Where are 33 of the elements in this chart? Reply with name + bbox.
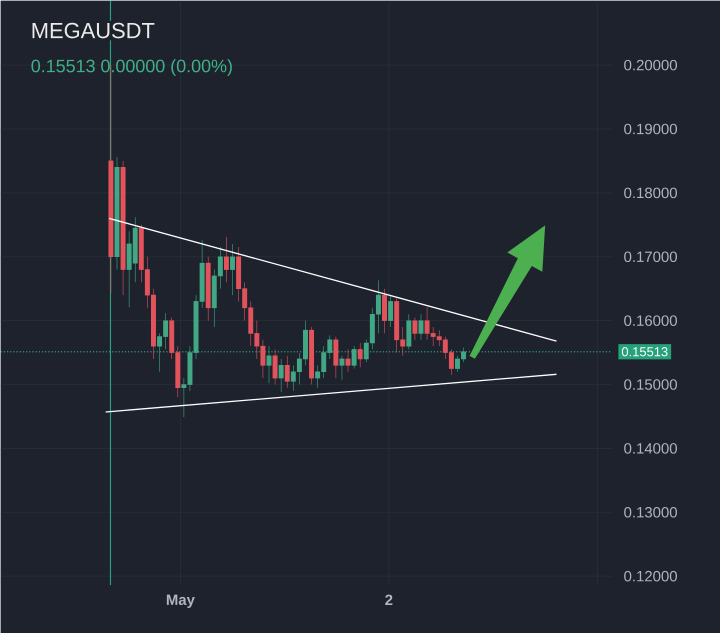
- y-tick-label: 0.19000: [624, 124, 677, 134]
- y-tick-label: 0.17000: [624, 251, 677, 262]
- y-tick-label: 0.12000: [624, 570, 677, 582]
- text: MEGAUSDT: [32, 22, 154, 38]
- candlestick: [230, 244, 235, 296]
- candlestick: [278, 358, 284, 392]
- y-tick-label: 0.18000: [624, 188, 677, 198]
- ref-line-label: 0.15513: [622, 347, 668, 356]
- candlestick: [266, 346, 272, 384]
- y-tick-label: 0.20000: [624, 60, 677, 70]
- candlestick: [206, 256, 211, 321]
- candlestick: [333, 336, 338, 378]
- candlestick: [339, 355, 344, 380]
- x-tick-label: 2: [385, 594, 392, 606]
- candlestick: [412, 317, 418, 340]
- y-tick-label: 0.15000: [624, 379, 677, 390]
- candlestick: [382, 288, 387, 334]
- candlestick: [388, 294, 394, 328]
- y-tick-label: 0.16000: [624, 315, 677, 326]
- candlestick: [309, 326, 314, 385]
- y-tick-label: 0.13000: [624, 506, 677, 518]
- candlestick: [346, 349, 351, 372]
- candlestick: [418, 314, 424, 340]
- y-tick-label: 0.14000: [624, 443, 677, 454]
- candlestick: [272, 349, 278, 385]
- candlestick: [114, 156, 120, 270]
- candlestick: [406, 314, 412, 350]
- x-tick-label: May: [166, 594, 195, 608]
- candlestick: [224, 236, 229, 283]
- candlestick: [352, 346, 357, 369]
- candlestick: [284, 355, 290, 388]
- candlestick: [358, 342, 363, 368]
- candlestick: [120, 160, 126, 296]
